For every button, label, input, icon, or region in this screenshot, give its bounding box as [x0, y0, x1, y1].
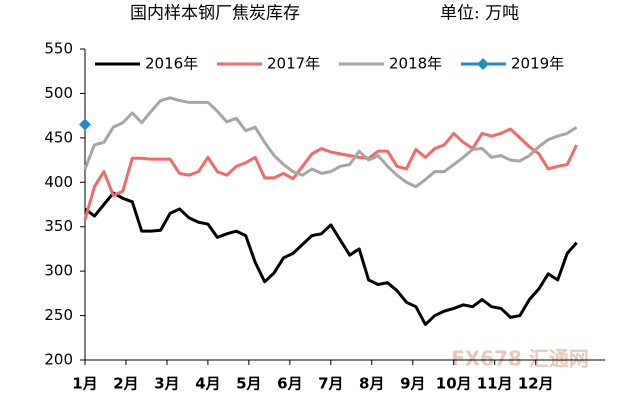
x-tick-label: 1月	[72, 375, 97, 393]
x-tick-label: 5月	[236, 375, 261, 393]
x-tick-label: 4月	[195, 375, 220, 393]
legend-label: 2019年	[511, 55, 564, 73]
x-tick-label: 7月	[318, 375, 343, 393]
legend-marker	[477, 58, 489, 70]
y-tick-label: 550	[44, 40, 73, 58]
x-tick-label: 9月	[400, 375, 425, 393]
x-tick-label: 2月	[113, 375, 138, 393]
x-tick-label: 11月	[477, 375, 513, 393]
y-tick-label: 200	[44, 351, 73, 369]
x-tick-label: 12月	[518, 375, 554, 393]
legend-label: 2017年	[267, 55, 320, 73]
series-line	[83, 96, 578, 189]
x-tick-label: 10月	[436, 375, 472, 393]
unit-label: 单位: 万吨	[440, 4, 519, 24]
point-marker	[79, 118, 91, 131]
legend-label: 2018年	[389, 55, 442, 73]
y-tick-label: 300	[44, 262, 73, 280]
x-tick-label: 8月	[359, 375, 384, 393]
y-tick-label: 400	[44, 173, 73, 191]
series-line	[83, 127, 578, 221]
y-tick-label: 250	[44, 306, 73, 324]
y-tick-label: 350	[44, 217, 73, 235]
x-tick-label: 6月	[277, 375, 302, 393]
chart-title: 国内样本钢厂焦炭库存	[130, 4, 300, 24]
series-line	[84, 191, 578, 326]
y-tick-label: 500	[44, 84, 73, 102]
y-tick-label: 450	[44, 128, 73, 146]
x-tick-label: 3月	[154, 375, 179, 393]
legend-label: 2016年	[145, 55, 198, 73]
watermark: FX678 汇通网	[451, 347, 589, 371]
